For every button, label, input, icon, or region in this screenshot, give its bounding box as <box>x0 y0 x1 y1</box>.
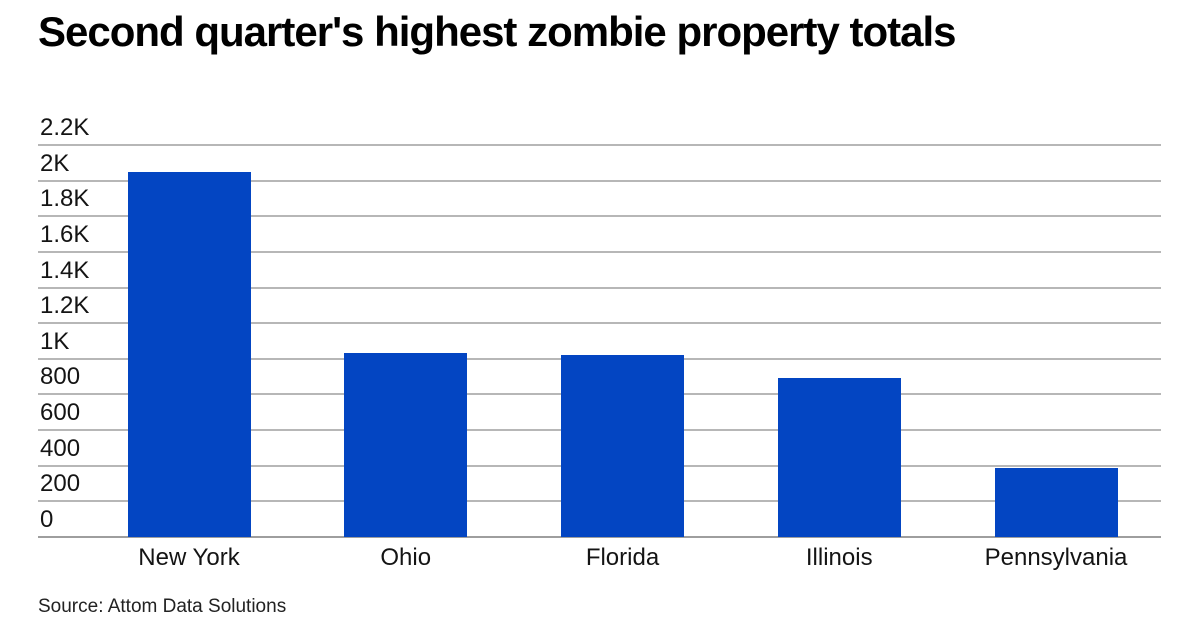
y-tick-label-1k: 1K <box>40 327 70 355</box>
y-tick-label-1-6k: 1.6K <box>40 220 90 248</box>
gridline-1-8k <box>38 215 1161 218</box>
x-axis-line <box>38 536 1161 538</box>
gridline-1-4k <box>38 286 1161 289</box>
x-tick-label-ohio: Ohio <box>380 544 432 571</box>
gridline-1-2k <box>38 322 1161 325</box>
gridline-2-2k <box>38 144 1161 146</box>
y-tick-label-600: 600 <box>40 399 81 427</box>
gridline-2k <box>38 179 1161 182</box>
chart-title: Second quarter's highest zombie property… <box>38 8 956 55</box>
y-tick-label-1-2k: 1.2K <box>40 292 90 320</box>
y-tick-label-200: 200 <box>40 470 81 498</box>
y-tick-label-2k: 2K <box>40 149 70 177</box>
y-tick-label-0: 0 <box>40 506 54 533</box>
y-tick-label-400: 400 <box>40 434 81 462</box>
source-caption: Source: Attom Data Solutions <box>38 596 287 617</box>
bar-florida <box>561 355 684 537</box>
x-tick-label-pennsylvania: Pennsylvania <box>984 544 1128 571</box>
bar-pennsylvania <box>994 468 1118 537</box>
y-tick-label-2-2k: 2.2K <box>40 114 90 141</box>
y-tick-label-800: 800 <box>40 363 81 391</box>
bar-ohio <box>344 353 468 537</box>
gridline-1-6k <box>38 250 1161 253</box>
y-tick-label-1-4k: 1.4K <box>40 256 90 284</box>
x-tick-label-illinois: Illinois <box>805 544 873 571</box>
x-tick-label-florida: Florida <box>585 544 660 571</box>
bar-new-york <box>127 171 251 537</box>
x-tick-label-new-york: New York <box>138 544 240 571</box>
y-tick-label-1-8k: 1.8K <box>40 185 90 213</box>
bar-illinois <box>777 378 901 537</box>
